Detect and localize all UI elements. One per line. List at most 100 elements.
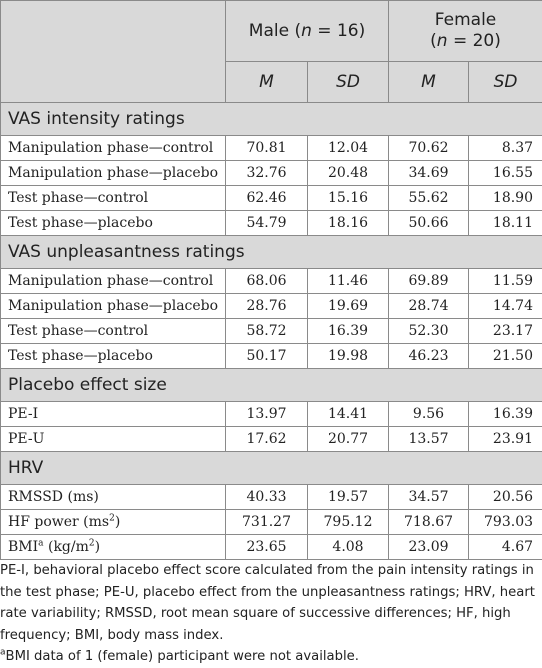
- female-mean-header: M: [389, 62, 469, 103]
- male-sd-cell: 18.16: [308, 211, 389, 236]
- female-group-header: Female (n = 20): [389, 1, 542, 62]
- male-sd-header: SD: [308, 62, 389, 103]
- male-sd-cell: 16.39: [308, 319, 389, 344]
- male-group-label: Male (: [249, 21, 301, 41]
- section-header-row: VAS intensity ratings: [1, 103, 542, 136]
- female-paren: (: [430, 31, 437, 51]
- row-label-part: ): [95, 539, 100, 555]
- male-mean-cell: 54.79: [226, 211, 308, 236]
- female-n-symbol: n: [437, 31, 448, 51]
- female-mean-cell: 34.57: [389, 485, 469, 510]
- male-mean-cell: 58.72: [226, 319, 308, 344]
- male-mean-cell: 32.76: [226, 161, 308, 186]
- female-sd-cell: 4.67: [469, 535, 542, 560]
- male-mean-header: M: [226, 62, 308, 103]
- female-mean-cell: 52.30: [389, 319, 469, 344]
- female-sd-cell: 21.50: [469, 344, 542, 369]
- section-header-row: VAS unpleasantness ratings: [1, 236, 542, 269]
- male-mean-cell: 40.33: [226, 485, 308, 510]
- section-title: VAS intensity ratings: [1, 103, 542, 136]
- row-label: RMSSD (ms): [1, 485, 226, 510]
- female-mean-cell: 55.62: [389, 186, 469, 211]
- male-mean-cell: 68.06: [226, 269, 308, 294]
- section-title: HRV: [1, 452, 542, 485]
- male-sd-cell: 19.69: [308, 294, 389, 319]
- female-sd-cell: 16.55: [469, 161, 542, 186]
- abbreviations-note: PE-I, behavioral placebo effect score ca…: [0, 560, 542, 646]
- female-mean-cell: 23.09: [389, 535, 469, 560]
- male-n-symbol: n: [301, 21, 312, 41]
- male-sd-cell: 4.08: [308, 535, 389, 560]
- male-mean-cell: 28.76: [226, 294, 308, 319]
- data-table: Male (n = 16) Female (n = 20) M SD M SD …: [0, 0, 542, 560]
- section-header-row: Placebo effect size: [1, 369, 542, 402]
- row-label-part: (kg/m: [44, 539, 89, 555]
- male-sd-cell: 14.41: [308, 402, 389, 427]
- row-label: Manipulation phase—placebo: [1, 294, 226, 319]
- male-mean-cell: 17.62: [226, 427, 308, 452]
- table-footnotes: PE-I, behavioral placebo effect score ca…: [0, 560, 542, 668]
- female-mean-cell: 34.69: [389, 161, 469, 186]
- male-n-value: = 16): [312, 21, 365, 41]
- male-sd-cell: 19.57: [308, 485, 389, 510]
- male-sd-cell: 20.77: [308, 427, 389, 452]
- female-mean-cell: 28.74: [389, 294, 469, 319]
- female-mean-cell: 718.67: [389, 510, 469, 535]
- row-label-part: HF power (ms: [8, 514, 109, 530]
- row-label: Manipulation phase—control: [1, 136, 226, 161]
- bmi-note-text: BMI data of 1 (female) participant were …: [6, 649, 359, 664]
- female-mean-cell: 46.23: [389, 344, 469, 369]
- male-mean-cell: 70.81: [226, 136, 308, 161]
- male-group-header: Male (n = 16): [226, 1, 389, 62]
- female-sd-cell: 14.74: [469, 294, 542, 319]
- female-sd-cell: 11.59: [469, 269, 542, 294]
- row-label-part: ): [115, 514, 120, 530]
- section-header-row: HRV: [1, 452, 542, 485]
- male-sd-cell: 795.12: [308, 510, 389, 535]
- row-label: Test phase—placebo: [1, 344, 226, 369]
- header-corner-cell: [1, 1, 226, 103]
- bmi-note: aBMI data of 1 (female) participant were…: [0, 646, 542, 668]
- female-mean-cell: 9.56: [389, 402, 469, 427]
- table-container: Male (n = 16) Female (n = 20) M SD M SD …: [0, 0, 542, 560]
- row-label: PE-I: [1, 402, 226, 427]
- female-mean-cell: 13.57: [389, 427, 469, 452]
- female-n-value: = 20): [448, 31, 501, 51]
- section-title: Placebo effect size: [1, 369, 542, 402]
- row-label-part: BMI: [8, 539, 38, 555]
- female-sd-cell: 18.11: [469, 211, 542, 236]
- female-sd-cell: 16.39: [469, 402, 542, 427]
- male-sd-cell: 15.16: [308, 186, 389, 211]
- female-sd-cell: 23.91: [469, 427, 542, 452]
- row-label: Test phase—placebo: [1, 211, 226, 236]
- male-sd-cell: 11.46: [308, 269, 389, 294]
- female-sd-cell: 20.56: [469, 485, 542, 510]
- male-sd-cell: 12.04: [308, 136, 389, 161]
- male-mean-cell: 23.65: [226, 535, 308, 560]
- male-sd-cell: 20.48: [308, 161, 389, 186]
- female-mean-cell: 69.89: [389, 269, 469, 294]
- female-sd-cell: 18.90: [469, 186, 542, 211]
- female-sd-cell: 793.03: [469, 510, 542, 535]
- female-mean-cell: 50.66: [389, 211, 469, 236]
- female-sd-header: SD: [469, 62, 542, 103]
- row-label: Manipulation phase—placebo: [1, 161, 226, 186]
- male-sd-cell: 19.98: [308, 344, 389, 369]
- female-sd-cell: 8.37: [469, 136, 542, 161]
- row-label: HF power (ms2): [1, 510, 226, 535]
- female-sd-cell: 23.17: [469, 319, 542, 344]
- female-group-label: Female: [389, 10, 542, 31]
